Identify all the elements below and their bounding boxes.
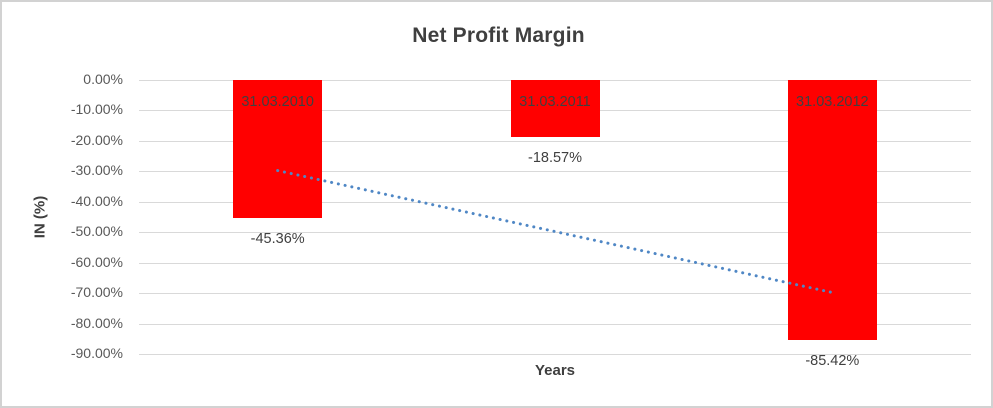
y-tick-label: -30.00% bbox=[70, 162, 123, 179]
gridline bbox=[139, 323, 971, 325]
bar bbox=[510, 80, 600, 137]
y-tick-label: -40.00% bbox=[70, 192, 123, 209]
bar-value-label: -45.36% bbox=[250, 231, 305, 248]
y-tick-label: -80.00% bbox=[70, 314, 123, 331]
y-tick-label: 0.00% bbox=[83, 71, 123, 87]
bar-value-label: -18.57% bbox=[527, 149, 582, 166]
bar-category-label: 31.03.2012 bbox=[796, 94, 869, 110]
bar-value-label: -85.42% bbox=[805, 353, 860, 370]
y-tick-label: -10.00% bbox=[70, 101, 123, 118]
plot-area bbox=[139, 80, 971, 355]
y-tick-label: -20.00% bbox=[70, 131, 123, 148]
x-axis-title: Years bbox=[534, 362, 576, 379]
y-tick-label: -50.00% bbox=[70, 223, 123, 240]
bar-category-label: 31.03.2010 bbox=[241, 94, 314, 110]
gridline bbox=[139, 354, 971, 355]
bar bbox=[787, 80, 877, 341]
bar-category-label: 31.03.2011 bbox=[519, 94, 591, 110]
y-tick-label: -60.00% bbox=[70, 253, 123, 270]
y-tick-label: -70.00% bbox=[70, 284, 123, 301]
y-tick-label: -90.00% bbox=[70, 345, 123, 361]
gridline bbox=[139, 140, 971, 142]
chart-title: Net Profit Margin bbox=[412, 24, 585, 47]
